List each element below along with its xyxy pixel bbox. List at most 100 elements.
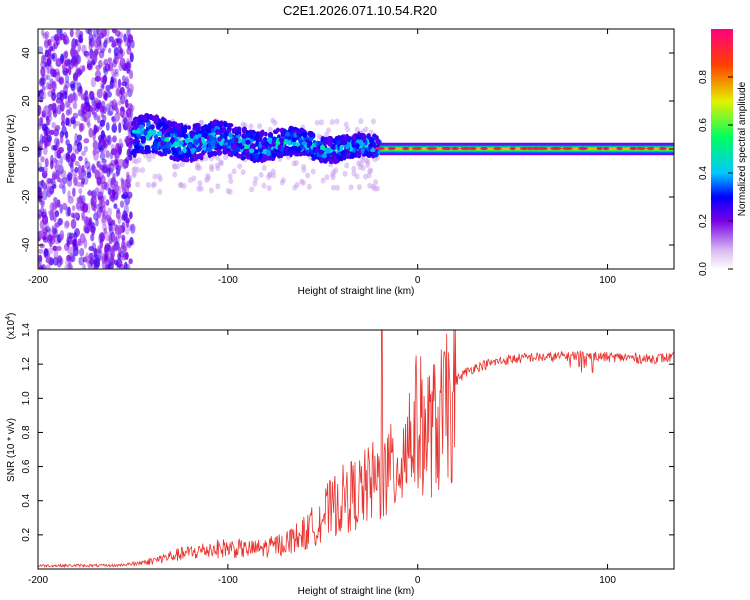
signal-blob — [249, 148, 255, 154]
noise-blob — [128, 224, 134, 232]
noise-blob — [49, 209, 55, 217]
signal-blob — [327, 140, 333, 147]
noise-blob — [99, 105, 104, 114]
signal-blob — [263, 131, 268, 137]
noise-blob — [121, 81, 128, 87]
halo-blob — [150, 182, 156, 189]
noise-blob — [70, 212, 75, 218]
noise-blob — [126, 29, 131, 38]
colorbar-tick-label: 0.2 — [698, 214, 709, 228]
halo-blob — [360, 156, 366, 163]
noise-blob — [101, 181, 108, 190]
noise-blob — [51, 122, 56, 129]
signal-blob — [201, 125, 206, 133]
noise-blob — [70, 42, 77, 49]
noise-blob — [104, 63, 111, 72]
noise-blob — [90, 76, 97, 88]
signal-blob — [308, 140, 313, 146]
noise-blob — [101, 163, 108, 174]
noise-blob — [75, 201, 81, 210]
halo-blob — [318, 119, 324, 126]
noise-blob — [65, 258, 71, 267]
noise-blob — [124, 217, 131, 224]
noise-blob — [113, 203, 118, 210]
noise-blob — [91, 163, 96, 174]
signal-blob — [259, 130, 265, 138]
carrier-peak — [550, 146, 562, 151]
noise-blob — [111, 68, 117, 78]
noise-blob — [85, 29, 92, 34]
noise-blob — [76, 134, 83, 142]
halo-blob — [252, 180, 258, 187]
noise-blob — [106, 167, 111, 178]
signal-blob — [371, 142, 376, 148]
noise-blob — [127, 83, 134, 94]
noise-blob — [112, 71, 119, 77]
signal-blob — [143, 117, 149, 123]
noise-blob — [72, 142, 77, 153]
signal-blob — [189, 130, 195, 138]
noise-blob — [84, 95, 90, 106]
signal-blob — [339, 144, 344, 152]
signal-blob — [370, 148, 376, 153]
colorbar-tick-label: 0.6 — [698, 118, 709, 132]
noise-blob — [124, 121, 130, 128]
signal-blob — [272, 136, 277, 142]
signal-blob — [131, 129, 138, 134]
signal-blob — [133, 137, 139, 145]
signal-blob — [337, 155, 343, 162]
noise-blob — [92, 140, 99, 150]
noise-blob — [64, 220, 70, 228]
signal-blob — [203, 132, 208, 139]
noise-blob — [72, 174, 79, 184]
halo-blob — [267, 126, 273, 133]
noise-blob — [78, 155, 83, 162]
noise-blob — [45, 115, 49, 121]
noise-blob — [74, 120, 81, 127]
noise-blob — [102, 195, 107, 201]
noise-blob — [40, 200, 45, 208]
noise-blob — [93, 29, 99, 38]
halo-blob — [240, 169, 246, 176]
noise-blob — [121, 221, 126, 233]
noise-blob — [115, 142, 120, 153]
noise-blob — [101, 83, 105, 89]
noise-blob — [83, 216, 89, 225]
signal-blob — [209, 134, 213, 141]
x-tick-label: 100 — [599, 275, 616, 286]
noise-blob — [38, 123, 42, 130]
signal-blob — [141, 136, 146, 143]
signal-blob — [163, 148, 170, 154]
noise-blob — [47, 42, 53, 51]
x-tick-label: -100 — [218, 575, 238, 586]
halo-blob — [325, 127, 331, 134]
carrier-peak — [616, 146, 623, 151]
halo-blob — [231, 168, 237, 175]
signal-blob — [196, 146, 202, 152]
signal-blob — [302, 150, 307, 156]
halo-blob — [146, 181, 152, 188]
noise-blob — [111, 77, 117, 84]
signal-blob — [236, 126, 242, 133]
colorbar-tick-label: 0.8 — [698, 70, 709, 84]
signal-blob — [254, 134, 260, 142]
halo-blob — [156, 173, 162, 180]
carrier-peak — [602, 146, 610, 151]
noise-blob — [107, 177, 113, 189]
x-tick-label: 0 — [415, 275, 421, 286]
signal-blob — [296, 147, 301, 154]
noise-blob — [129, 211, 133, 220]
noise-blob — [86, 63, 93, 71]
signal-blob — [207, 123, 212, 129]
noise-blob — [56, 255, 63, 264]
noise-blob — [52, 245, 58, 251]
noise-blob — [55, 124, 61, 132]
noise-blob — [52, 43, 56, 52]
halo-blob — [191, 175, 197, 182]
signal-blob — [226, 122, 232, 130]
noise-blob — [91, 227, 95, 236]
noise-blob — [107, 110, 113, 116]
noise-blob — [52, 173, 58, 180]
signal-blob — [258, 142, 263, 149]
